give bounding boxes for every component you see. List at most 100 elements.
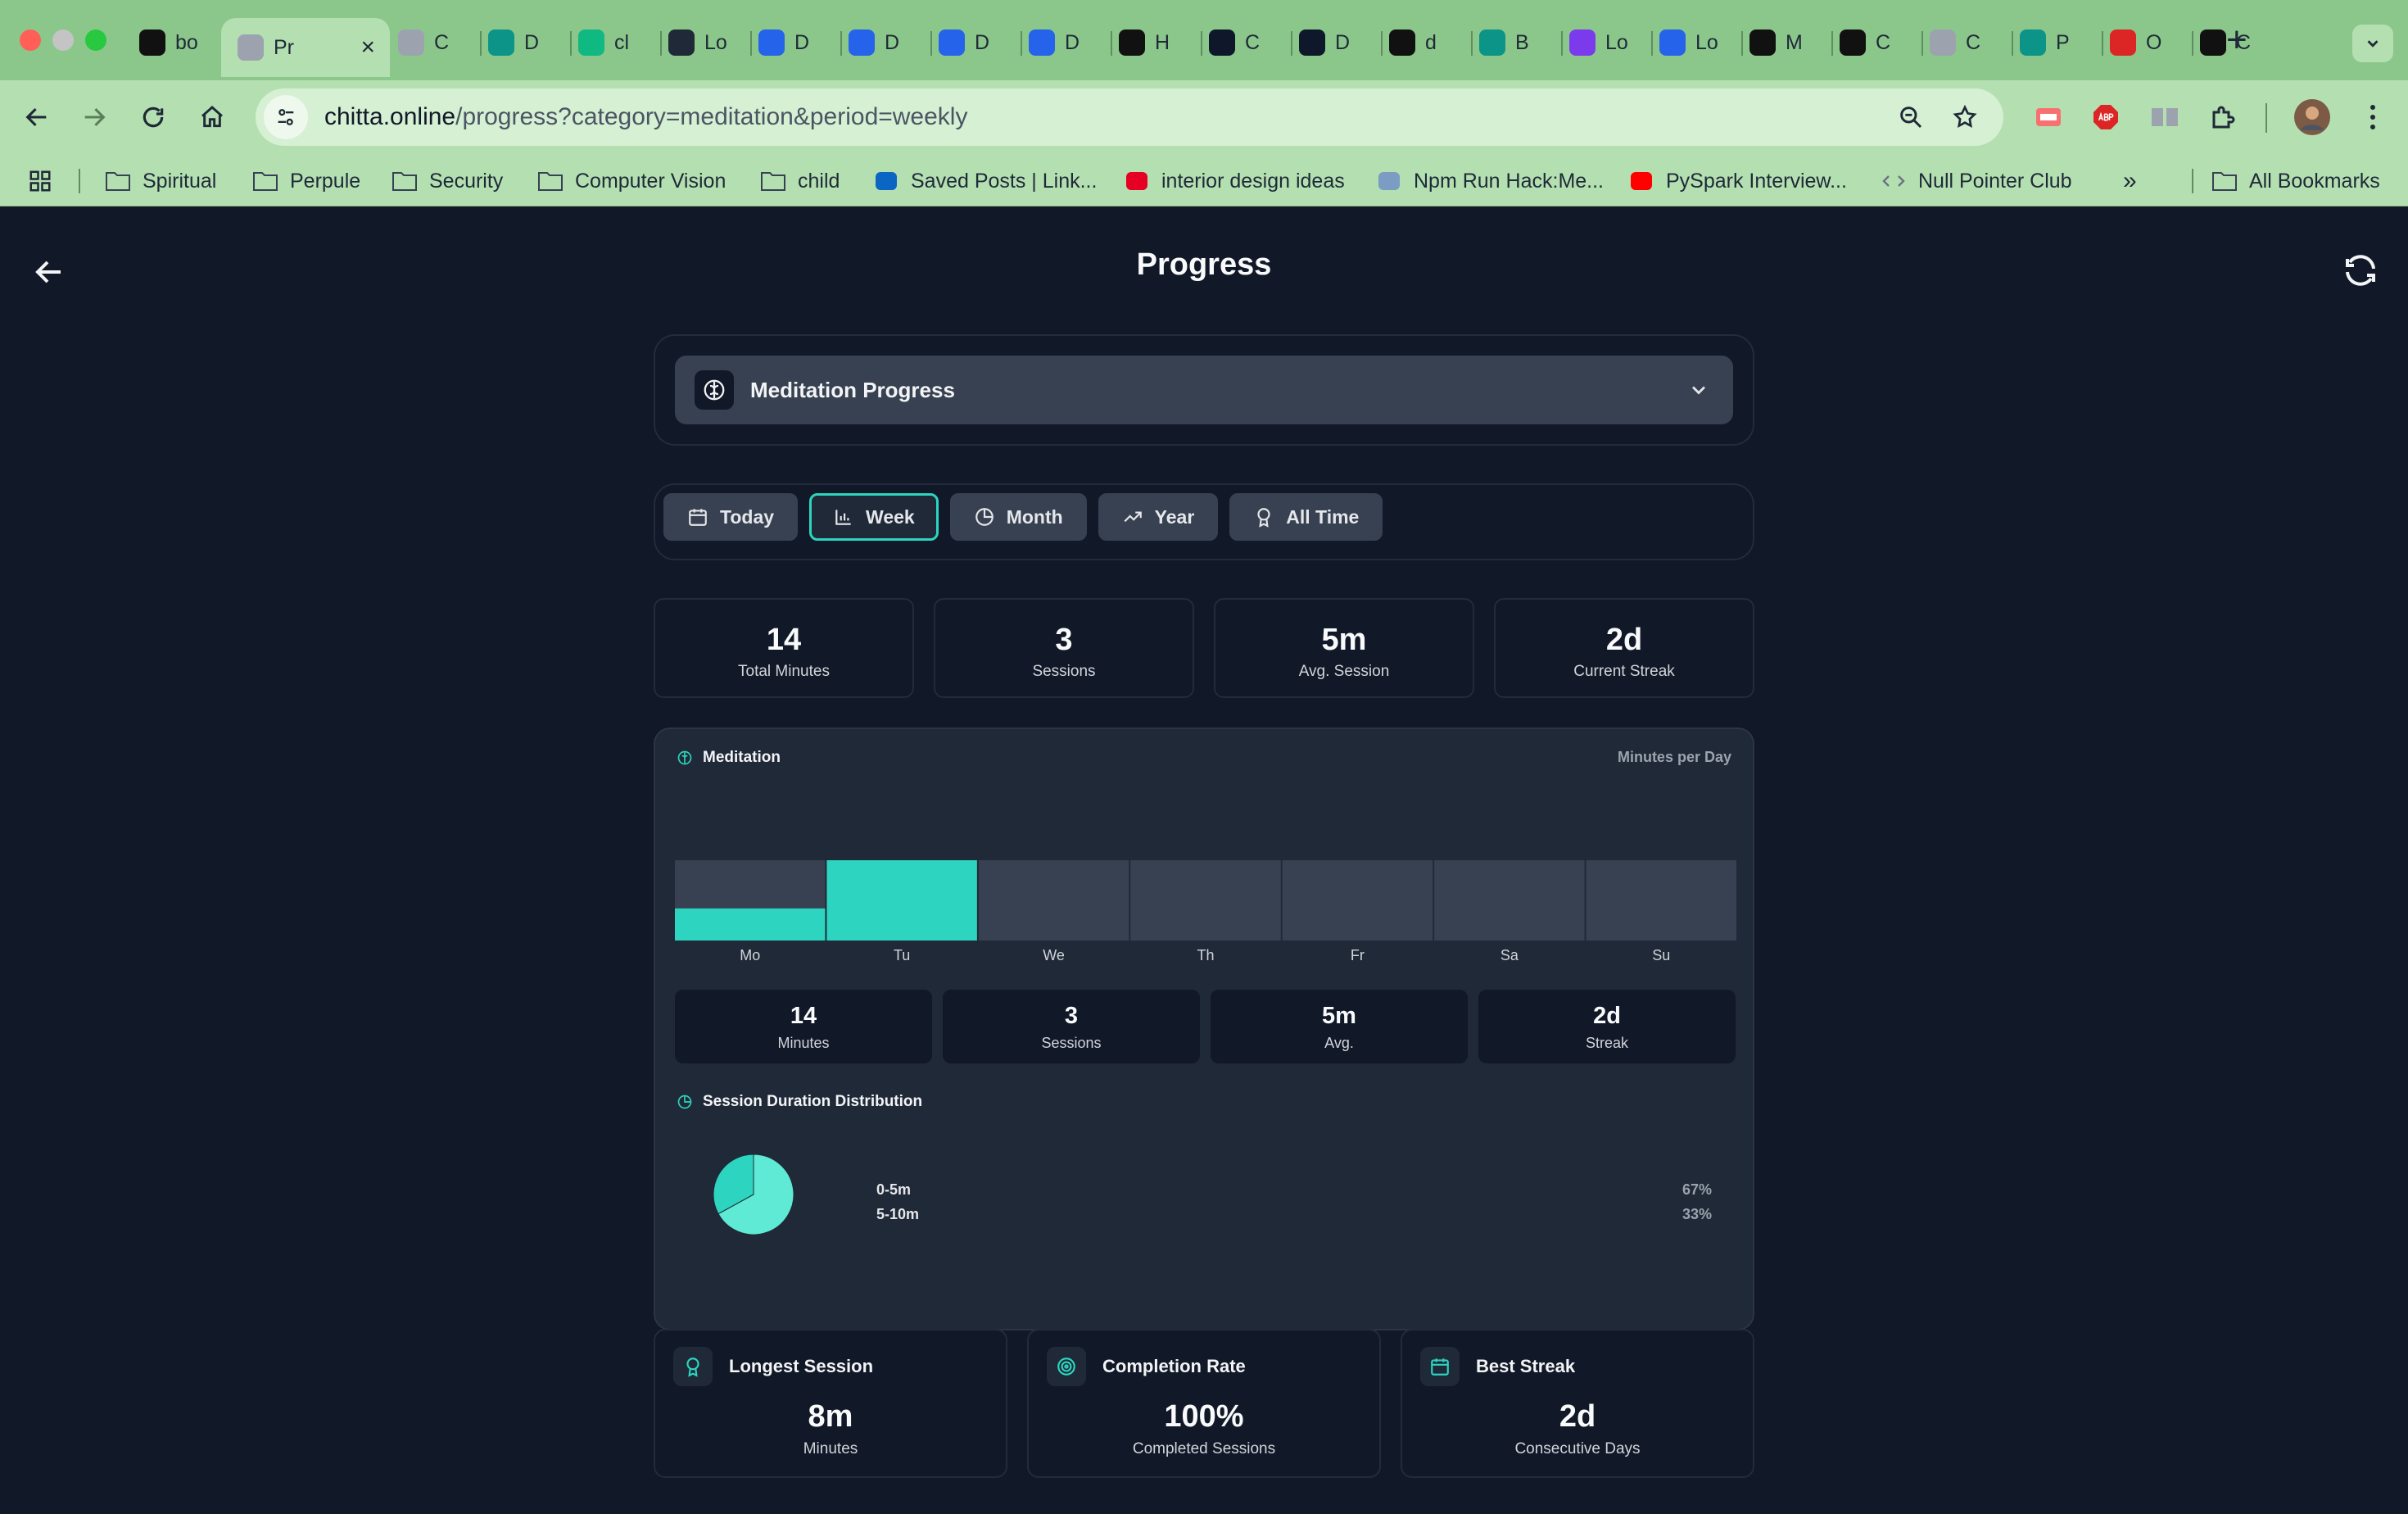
legend-row: 0-5m 67% [876, 1181, 1712, 1199]
url-text[interactable]: chitta.online/progress?category=meditati… [324, 103, 967, 131]
apps-button[interactable] [28, 165, 52, 197]
close-tab-icon[interactable]: × [360, 34, 375, 61]
browser-tab[interactable]: bo [131, 18, 221, 67]
browser-tab[interactable]: D [480, 18, 570, 67]
x-tick-label: Mo [740, 947, 760, 963]
window-close-button[interactable] [20, 29, 41, 51]
bookmark-item[interactable]: Saved Posts | Link... [873, 165, 1097, 197]
bookmark-item[interactable]: Security [392, 165, 503, 197]
pdf-extension-button[interactable] [2030, 98, 2067, 136]
link-icon [398, 29, 424, 56]
tab-title: C [1876, 30, 1891, 54]
card-header: Best Streak [1420, 1347, 1575, 1386]
browser-tab[interactable]: D [750, 18, 840, 67]
bookmarks-overflow-button[interactable]: » [2123, 167, 2137, 194]
browser-tab[interactable]: D [840, 18, 930, 67]
meditation-chart-panel: Meditation Minutes per Day Mo Tu We Th Fr Sa S… [654, 728, 1754, 1330]
tab-title: Pr [274, 35, 294, 59]
x-tick-label: We [1043, 947, 1065, 963]
browser-tab[interactable]: cl [570, 18, 660, 67]
adblock-extension-button[interactable] [2087, 98, 2125, 136]
bar-mo[interactable] [675, 908, 826, 941]
puzzle-icon [2212, 106, 2235, 129]
browser-menu-button[interactable] [2354, 98, 2392, 136]
refresh-button[interactable] [2341, 251, 2380, 290]
bookmarks-bar: » Spiritual Perpule Security Computer Visio… [0, 156, 2408, 206]
pie-slice-0-5m[interactable] [717, 1154, 794, 1235]
stat-total-minutes: 14 Total Minutes [654, 598, 914, 698]
reload-button[interactable] [133, 97, 174, 138]
bookmark-item[interactable]: Computer Vision [537, 165, 726, 197]
home-icon [201, 106, 223, 128]
d-circle-icon [1299, 29, 1325, 56]
profile-button[interactable] [2293, 98, 2331, 136]
card-label: Consecutive Days [1514, 1440, 1641, 1457]
bookmark-item[interactable]: Npm Run Hack:Me... [1376, 165, 1604, 197]
forward-button[interactable] [74, 97, 115, 138]
extensions-button[interactable] [2205, 98, 2243, 136]
tab-title: D [975, 30, 990, 54]
period-today-button[interactable]: Today [663, 493, 799, 541]
bar-tu[interactable] [826, 860, 977, 941]
period-all-time-button[interactable]: All Time [1229, 493, 1383, 541]
knot-icon [1569, 29, 1596, 56]
browser-tab[interactable]: Pr × [221, 18, 390, 77]
site-info-button[interactable] [264, 95, 308, 139]
period-label: All Time [1286, 505, 1360, 528]
browser-tab[interactable]: M [1741, 18, 1831, 67]
bookmark-item[interactable]: Perpule [252, 165, 360, 197]
diamond-icon [488, 29, 514, 56]
x-tick-label: Fr [1351, 947, 1365, 963]
github-icon [1389, 29, 1415, 56]
browser-tab[interactable]: Lo [660, 18, 750, 67]
card-value: 2d [1559, 1399, 1596, 1434]
arrow-left-icon [25, 107, 47, 127]
browser-tab[interactable]: H [1111, 18, 1201, 67]
zoom-button[interactable] [1894, 100, 1928, 134]
new-tab-button[interactable]: + [2226, 20, 2247, 60]
pie-slice-5-10m[interactable] [713, 1154, 754, 1215]
browser-tab[interactable]: D [1021, 18, 1111, 67]
bookmark-item[interactable]: Null Pointer Club [1881, 165, 2072, 197]
browser-tab[interactable]: Lo [1561, 18, 1651, 67]
browser-tab[interactable]: C [1921, 18, 2012, 67]
browser-tab[interactable]: O [2102, 18, 2192, 67]
tab-title: P [2056, 30, 2070, 54]
browser-tab[interactable]: d [1381, 18, 1471, 67]
back-button[interactable] [16, 97, 57, 138]
browser-tab[interactable]: B [1471, 18, 1561, 67]
stat-current-streak: 2d Current Streak [1494, 598, 1754, 698]
bookmark-label: interior design ideas [1161, 169, 1345, 193]
browser-tab[interactable]: P [2012, 18, 2102, 67]
brain-icon [695, 370, 734, 410]
reader-extension-button[interactable] [2146, 98, 2184, 136]
linkedin-icon [876, 172, 897, 190]
browser-tab[interactable]: C [2192, 18, 2282, 67]
home-button[interactable] [192, 97, 233, 138]
browser-tab[interactable]: C [390, 18, 480, 67]
browser-tab[interactable]: D [1291, 18, 1381, 67]
bookmark-item[interactable]: Spiritual [105, 165, 216, 197]
window-zoom-button[interactable] [85, 29, 106, 51]
browser-tab[interactable]: C [1831, 18, 1921, 67]
stat-label: Avg. Session [1298, 663, 1390, 680]
period-year-button[interactable]: Year [1098, 493, 1219, 541]
card-label: Minutes [803, 1440, 858, 1457]
bookmark-item[interactable]: All Bookmarks [2211, 165, 2380, 197]
bar-chart-icon [835, 510, 851, 525]
browser-tab[interactable]: Lo [1651, 18, 1741, 67]
address-bar[interactable]: chitta.online/progress?category=meditati… [256, 88, 2003, 146]
period-week-button[interactable]: Week [809, 493, 939, 541]
tab-search-button[interactable] [2352, 25, 2393, 62]
bookmarks-divider [79, 169, 80, 193]
bookmark-item[interactable]: PySpark Interview... [1628, 165, 1847, 197]
bookmark-item[interactable]: interior design ideas [1124, 165, 1345, 197]
browser-tab[interactable]: D [930, 18, 1021, 67]
bookmark-item[interactable]: child [760, 165, 840, 197]
period-month-button[interactable]: Month [949, 493, 1087, 541]
browser-tab[interactable]: C [1201, 18, 1291, 67]
bookmark-star-button[interactable] [1948, 100, 1982, 134]
page-back-button[interactable] [29, 252, 69, 292]
category-dropdown[interactable]: Meditation Progress [675, 356, 1733, 424]
window-minimize-button[interactable] [52, 29, 74, 51]
